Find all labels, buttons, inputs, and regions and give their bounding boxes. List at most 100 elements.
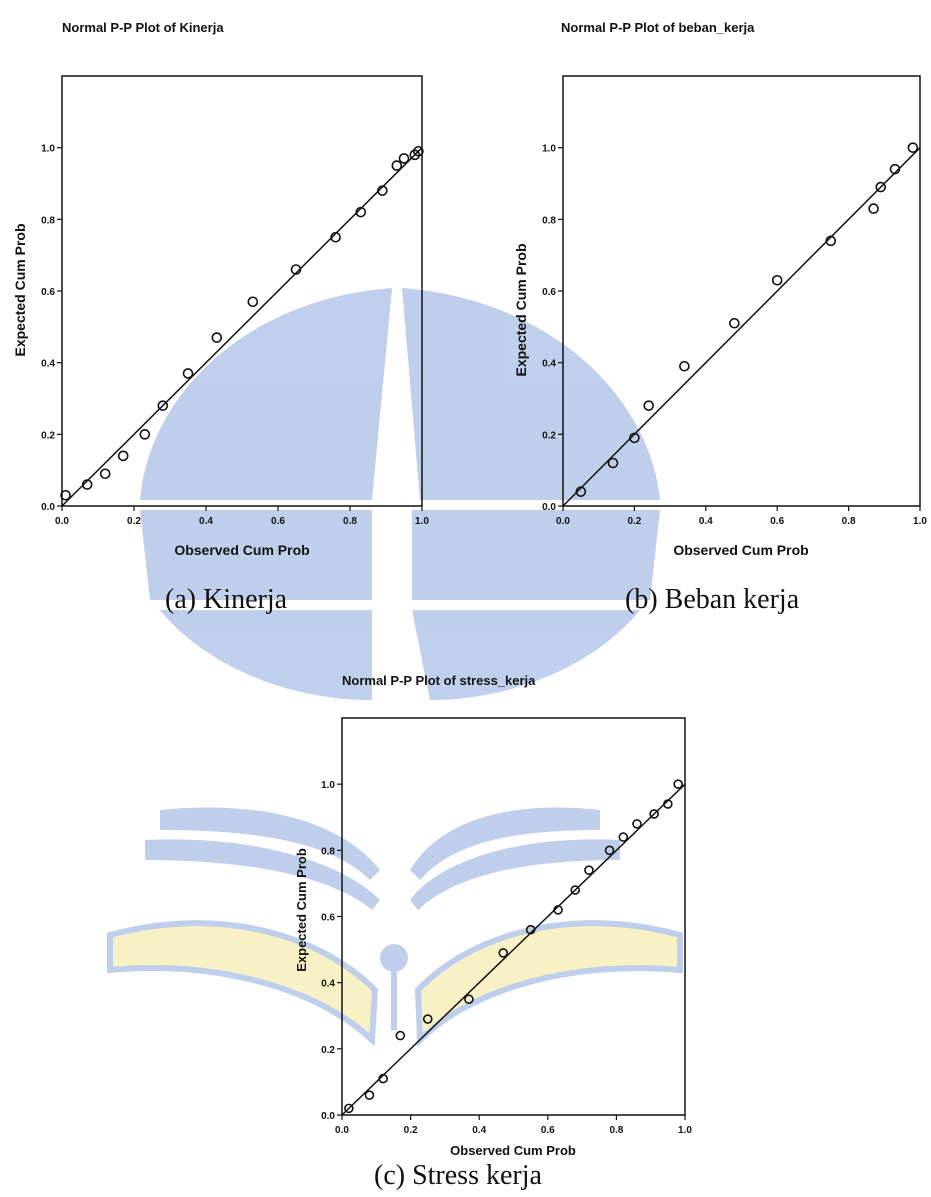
- x-tick-label: 1.0: [913, 516, 927, 527]
- data-point: [604, 845, 615, 856]
- data-point: [355, 206, 367, 218]
- data-point: [99, 468, 111, 480]
- y-axis-label: Expected Cum Prob: [12, 223, 28, 356]
- x-tick-label: 0.0: [556, 516, 570, 527]
- x-tick-label: 0.4: [699, 516, 713, 527]
- data-point: [729, 317, 740, 329]
- caption-b: (b) Beban kerja: [625, 584, 800, 615]
- data-point: [868, 203, 879, 214]
- x-tick-label: 0.0: [335, 1125, 349, 1136]
- y-tick-label: 0.4: [542, 359, 556, 370]
- data-point: [607, 457, 619, 469]
- x-tick-label: 0.6: [541, 1125, 555, 1136]
- x-tick-label: 0.2: [404, 1125, 418, 1136]
- y-tick-label: 0.4: [321, 979, 335, 990]
- x-axis: 0.0 0.2 0.4 0.6 0.8 1.0: [556, 506, 927, 527]
- data-point: [117, 450, 129, 462]
- plot-frame: [341, 717, 686, 1116]
- data-point: [413, 145, 424, 157]
- chart-kinerja: Normal P-P Plot of Kinerja 0.0 0.2 0.4 0.6 0…: [0, 0, 460, 620]
- data-point: [330, 231, 341, 243]
- data-point: [618, 832, 629, 842]
- data-point: [498, 948, 509, 958]
- data-point: [182, 368, 194, 379]
- y-tick-label: 0.2: [41, 430, 55, 441]
- y-axis-label: Expected Cum Prob: [294, 848, 309, 972]
- x-axis: 0.0 0.2 0.4 0.6 0.8 1.0: [55, 506, 429, 527]
- y-tick-label: 0.0: [542, 502, 556, 513]
- x-tick-label: 1.0: [415, 516, 429, 527]
- chart-title: Normal P-P Plot of beban_kerja: [561, 20, 755, 35]
- x-tick-label: 0.8: [343, 516, 357, 527]
- data-point: [889, 163, 901, 175]
- data-point: [391, 160, 403, 171]
- y-axis: 0.0 0.2 0.4 0.6 0.8 1.0: [542, 144, 563, 513]
- reference-line: [562, 147, 921, 507]
- data-point: [673, 779, 683, 789]
- data-point: [632, 819, 642, 829]
- x-axis: 0.0 0.2 0.4 0.6 0.8 1.0: [335, 1115, 692, 1136]
- caption-a: (a) Kinerja: [165, 584, 288, 615]
- data-point: [409, 149, 421, 161]
- x-tick-label: 0.2: [127, 516, 141, 527]
- data-point: [553, 905, 563, 915]
- x-tick-label: 0.4: [199, 516, 213, 527]
- chart-title: Normal P-P Plot of stress_kerja: [342, 673, 536, 688]
- y-axis: 0.0 0.2 0.4 0.6 0.8 1.0: [41, 144, 62, 513]
- x-tick-label: 0.6: [770, 516, 784, 527]
- data-point: [378, 1073, 388, 1084]
- data-point: [157, 400, 169, 411]
- pp-plot-kinerja: Normal P-P Plot of Kinerja 0.00.20.40.60…: [12, 20, 429, 558]
- y-tick-label: 0.0: [321, 1111, 335, 1122]
- data-points: [60, 145, 424, 501]
- data-point: [570, 885, 581, 895]
- x-tick-label: 0.8: [842, 516, 856, 527]
- y-axis-label: Expected Cum Prob: [513, 243, 529, 376]
- x-axis-label: Observed Cum Prob: [450, 1143, 576, 1158]
- data-point: [875, 181, 887, 193]
- data-point: [771, 274, 783, 286]
- x-tick-label: 1.0: [678, 1125, 692, 1136]
- y-tick-label: 0.0: [41, 502, 55, 513]
- reference-line: [341, 783, 686, 1116]
- data-point: [584, 865, 594, 875]
- data-point: [290, 264, 302, 275]
- data-point: [679, 360, 690, 372]
- data-point: [649, 809, 659, 819]
- data-point: [464, 994, 474, 1005]
- y-tick-label: 0.2: [321, 1045, 335, 1056]
- y-tick-label: 0.4: [41, 359, 55, 370]
- y-tick-label: 0.8: [41, 215, 55, 226]
- data-point: [825, 235, 837, 247]
- data-point: [629, 432, 640, 444]
- x-tick-label: 0.0: [55, 516, 69, 527]
- data-point: [422, 1014, 433, 1024]
- plot-frame: [61, 75, 423, 507]
- x-tick-label: 0.8: [609, 1125, 623, 1136]
- data-point: [643, 400, 654, 411]
- y-tick-label: 0.2: [542, 430, 556, 441]
- x-axis-label: Observed Cum Prob: [174, 542, 309, 558]
- data-points: [575, 142, 919, 497]
- data-point: [81, 479, 93, 490]
- data-point: [377, 185, 388, 196]
- x-tick-label: 0.4: [472, 1125, 486, 1136]
- data-point: [907, 142, 919, 153]
- pp-plot-stress-kerja: Normal P-P Plot of stress_kerja 0.00.20.…: [294, 673, 692, 1158]
- x-axis-label: Observed Cum Prob: [673, 542, 808, 558]
- reference-line: [61, 147, 423, 507]
- chart-beban-kerja: Normal P-P Plot of beban_kerja 0.0 0.2 0.4…: [470, 0, 931, 620]
- data-point: [663, 799, 673, 809]
- pp-plot-beban-kerja: Normal P-P Plot of beban_kerja 0.0 0.2 0.4…: [513, 20, 927, 558]
- y-tick-label: 0.8: [321, 846, 335, 857]
- data-point: [247, 296, 259, 308]
- y-tick-label: 1.0: [321, 780, 335, 791]
- data-point: [395, 1030, 406, 1041]
- x-tick-label: 0.6: [271, 516, 285, 527]
- caption-c: (c) Stress kerja: [374, 1160, 542, 1191]
- y-tick-label: 0.6: [41, 287, 55, 298]
- y-axis: 0.0 0.2 0.4 0.6 0.8 1.0: [321, 780, 342, 1122]
- plot-frame: [562, 75, 921, 507]
- y-tick-label: 0.6: [321, 913, 335, 924]
